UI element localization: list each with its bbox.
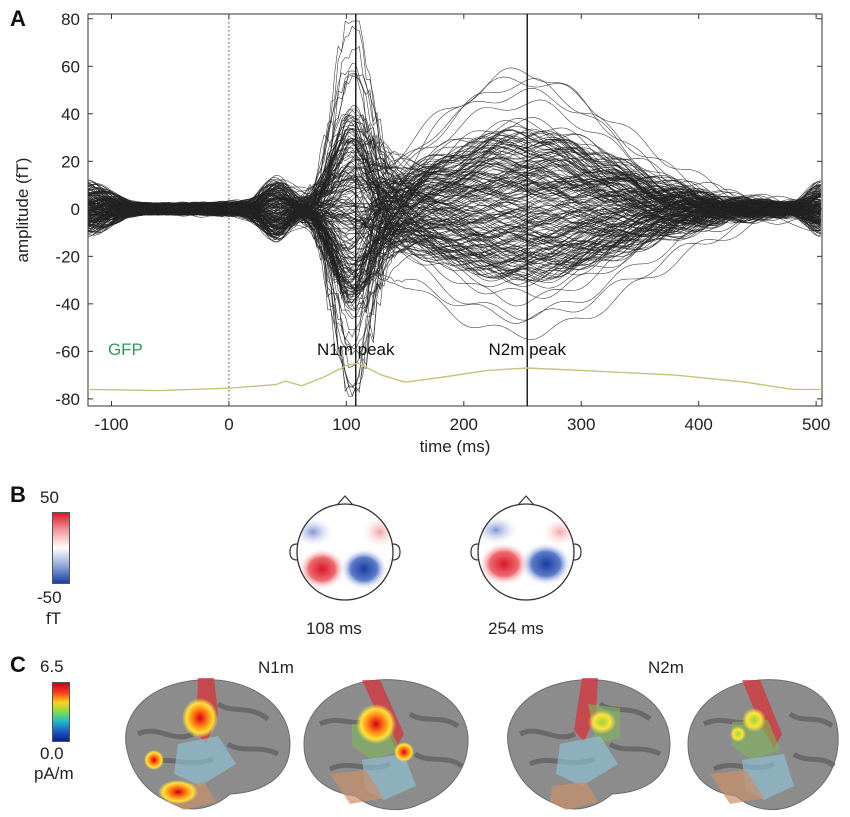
peak-marker-label: N1m peak: [317, 340, 395, 359]
field-colorbar: [52, 512, 70, 584]
x-tick-label: 100: [332, 415, 360, 434]
brain-n2m-right: [687, 679, 839, 810]
x-tick-label: 0: [224, 415, 233, 434]
panel-label-b: B: [10, 482, 26, 507]
x-tick-label: 300: [567, 415, 595, 434]
y-tick-label: 40: [61, 105, 80, 124]
meg-trace: [87, 174, 821, 239]
meg-trace: [87, 189, 821, 268]
meg-trace: [87, 163, 821, 351]
source-group-n2m-title: N2m: [648, 658, 684, 677]
meg-trace: [87, 76, 821, 216]
meg-trace: [87, 201, 821, 388]
plot-frame: [87, 13, 823, 407]
brain-n2m-left: [507, 678, 671, 810]
meg-trace: [87, 198, 821, 298]
y-tick-label: 0: [71, 200, 80, 219]
brain-n1m-left: [125, 678, 291, 810]
meg-trace: [87, 179, 821, 260]
source-colorbar-min: 0.0: [40, 744, 64, 763]
topomap-254-label: 254 ms: [488, 619, 544, 638]
meg-trace: [87, 172, 821, 236]
meg-traces: [87, 20, 822, 397]
y-tick-label: -80: [55, 390, 80, 409]
panel-label-a: A: [10, 6, 26, 31]
x-tick-label: 500: [802, 415, 830, 434]
source-colorbar-max: 6.5: [40, 657, 64, 676]
y-tick-label: -20: [55, 247, 80, 266]
source-group-n1m-title: N1m: [258, 658, 294, 677]
brain-n1m-right: [303, 679, 469, 810]
topomap-108: [289, 495, 401, 601]
meg-trace: [87, 115, 821, 217]
x-tick-label: -100: [94, 415, 128, 434]
meg-trace: [87, 193, 821, 276]
gfp-trace: [87, 362, 822, 392]
topomap-254: [470, 495, 582, 601]
plot-axes: -80 -60 -40 -20 0 20 40 60 80 -100 0 100 200 300 400 50…: [13, 10, 830, 456]
y-tick-label: 20: [61, 152, 80, 171]
x-axis-label: time (ms): [420, 437, 491, 456]
meg-trace: [87, 75, 821, 281]
x-tick-label: 400: [685, 415, 713, 434]
meg-trace: [87, 185, 821, 234]
meg-trace: [87, 176, 821, 312]
y-tick-label: 80: [61, 10, 80, 29]
topomap-108-label: 108 ms: [306, 619, 362, 638]
source-colorbar: [52, 682, 70, 742]
meg-trace: [87, 178, 821, 257]
y-tick-label: -40: [55, 295, 80, 314]
x-tick-label: 200: [450, 415, 478, 434]
gfp-label: GFP: [108, 340, 143, 359]
field-colorbar-unit: fT: [46, 609, 62, 628]
field-colorbar-max: 50: [40, 488, 59, 507]
meg-trace: [87, 137, 821, 216]
y-tick-label: -60: [55, 342, 80, 361]
panel-label-c: C: [10, 652, 26, 677]
field-colorbar-min: -50: [37, 588, 62, 607]
butterfly-plot: -80 -60 -40 -20 0 20 40 60 80 -100 0 100 200 300 400 50…: [13, 10, 830, 456]
source-colorbar-unit: pA/m: [34, 764, 74, 783]
peak-marker-label: N2m peak: [488, 340, 566, 359]
y-axis-label: amplitude (fT): [13, 158, 32, 263]
meg-trace: [87, 174, 821, 229]
y-tick-label: 60: [61, 57, 80, 76]
